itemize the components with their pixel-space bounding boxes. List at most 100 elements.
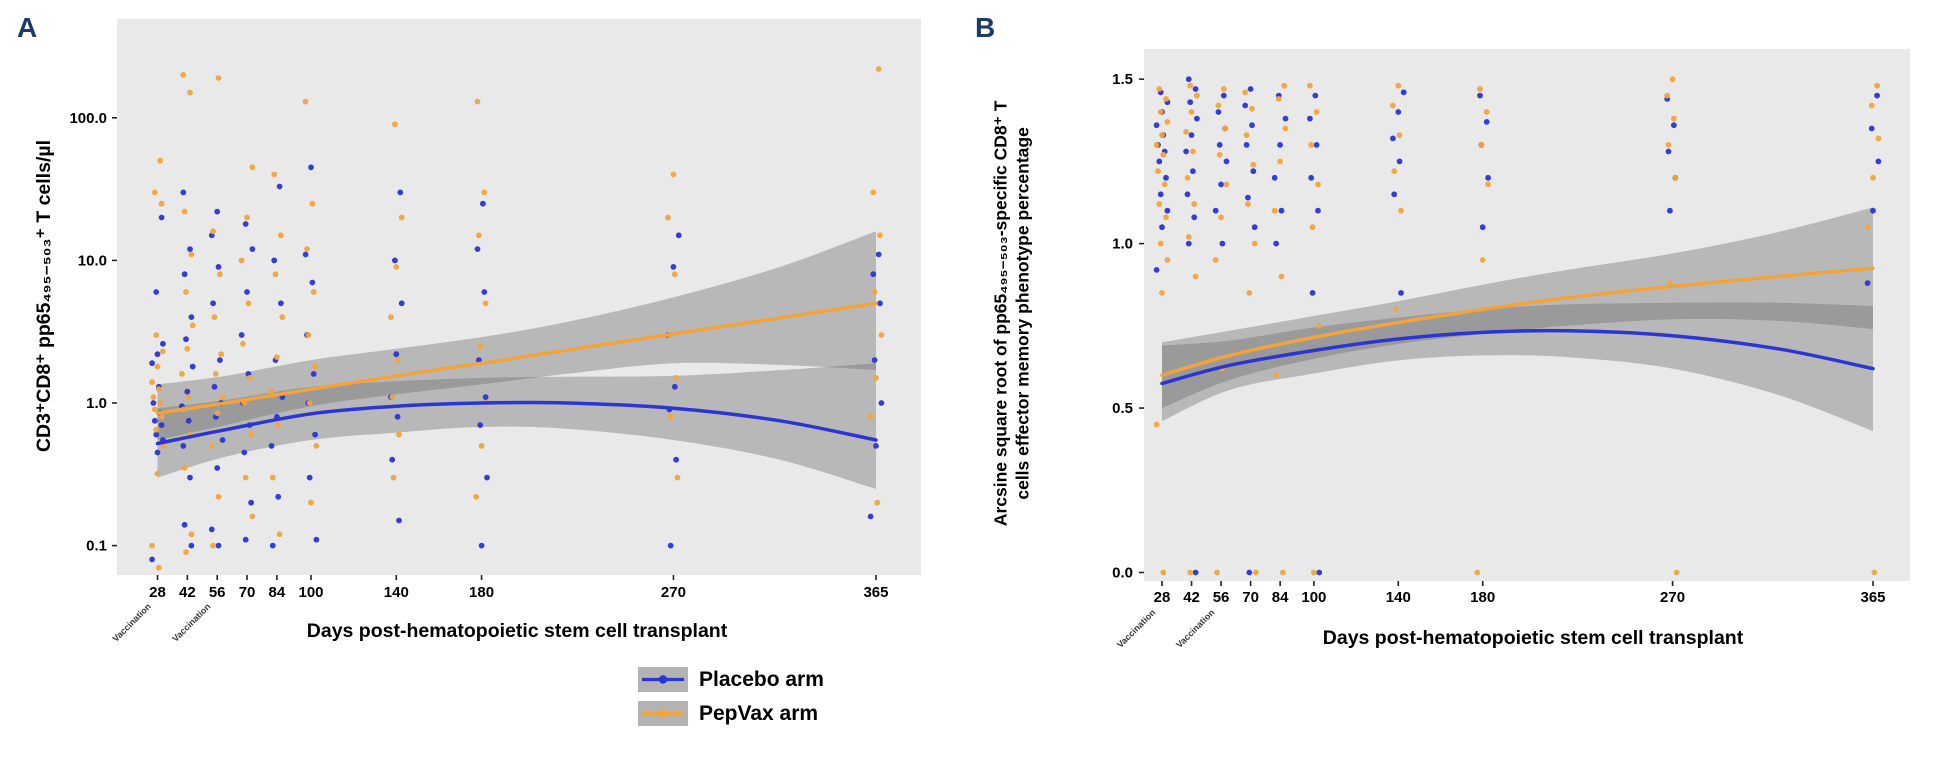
- placebo-point: [248, 499, 255, 506]
- placebo-point: [1874, 92, 1880, 99]
- placebo-point: [1391, 191, 1398, 198]
- placebo-point: [154, 351, 161, 358]
- pepvax-point: [1190, 148, 1196, 155]
- pepvax-point: [389, 394, 396, 400]
- pepvax-point: [184, 345, 191, 352]
- pepvax-point: [1282, 125, 1289, 132]
- placebo-point: [1157, 191, 1164, 198]
- placebo-point: [1483, 119, 1490, 125]
- pepvax-point: [154, 363, 161, 370]
- y-tick-label: 1.0: [86, 395, 107, 412]
- x-axis: 28 42 56 70 84 100 140 180 270 365: [149, 575, 888, 601]
- placebo-point: [271, 257, 278, 264]
- panel-a-y-axis-title: CD3⁺CD8⁺ pp65₄₉₅₋₅₀₃⁺ T cells/µl: [33, 139, 55, 453]
- pepvax-point: [278, 232, 284, 239]
- placebo-point: [1187, 99, 1194, 106]
- placebo-point: [1316, 569, 1323, 576]
- pepvax-point: [157, 400, 164, 406]
- x-axis: 28 42 56 70 84 100 140 180 270 365: [1154, 581, 1886, 606]
- placebo-point: [1309, 290, 1316, 296]
- pepvax-point: [1874, 82, 1880, 89]
- pepvax-point: [473, 493, 480, 500]
- placebo-point: [268, 443, 275, 449]
- placebo-point: [242, 536, 249, 543]
- pepvax-point: [1164, 257, 1171, 263]
- pepvax-point: [1220, 86, 1227, 92]
- pepvax-point: [1157, 109, 1164, 115]
- pepvax-point: [181, 465, 188, 471]
- pepvax-point: [244, 214, 250, 221]
- placebo-point: [1194, 115, 1200, 122]
- vaccination-marker: Vaccination: [110, 601, 152, 643]
- placebo-point: [478, 542, 485, 549]
- placebo-point: [1671, 122, 1677, 129]
- pepvax-point: [867, 413, 874, 420]
- pepvax-point: [189, 322, 196, 329]
- placebo-point: [1191, 214, 1198, 221]
- placebo-point: [1156, 158, 1163, 165]
- placebo-point: [1479, 224, 1486, 231]
- placebo-point: [241, 449, 248, 456]
- pepvax-point: [1214, 569, 1220, 576]
- pepvax-point: [1479, 257, 1486, 263]
- placebo-point: [211, 383, 218, 390]
- pepvax-point: [151, 406, 158, 413]
- x-tick-label: 84: [1272, 589, 1289, 606]
- placebo-point: [871, 357, 878, 363]
- placebo-point: [1390, 135, 1396, 142]
- pepvax-point: [481, 189, 488, 196]
- placebo-point: [1220, 92, 1227, 99]
- pepvax-point: [474, 98, 481, 105]
- pepvax-point: [1187, 569, 1194, 576]
- placebo-point: [1192, 569, 1199, 576]
- placebo-confidence-ribbon: [1162, 302, 1873, 432]
- pepvax-point: [210, 228, 217, 235]
- pepvax-point: [478, 443, 485, 449]
- pepvax-confidence-ribbon: [1162, 207, 1873, 409]
- placebo-point: [158, 422, 165, 428]
- x-tick-label: 270: [1660, 589, 1685, 606]
- pepvax-point: [1250, 161, 1257, 168]
- placebo-trend-line: [1160, 328, 1875, 386]
- pepvax-point: [151, 189, 158, 196]
- pepvax-point: [1398, 207, 1404, 214]
- placebo-point: [1250, 168, 1257, 175]
- pepvax-point: [149, 542, 156, 549]
- pepvax-line-symbol: [638, 701, 688, 726]
- pepvax-point: [1396, 132, 1403, 139]
- pepvax-point: [155, 564, 162, 571]
- pepvax-point: [310, 289, 317, 295]
- panel-A: 28 42 56 70 84 100 140 180 270 365 0.1 1.0 10.0 100.0…: [69, 19, 921, 644]
- placebo-point: [187, 246, 193, 253]
- x-tick-label: 70: [1242, 589, 1259, 606]
- pepvax-point: [218, 351, 225, 358]
- confidence-ribbons: [1162, 207, 1873, 432]
- x-tick-label: 180: [469, 584, 494, 601]
- x-tick-label: 140: [1386, 589, 1411, 606]
- pepvax-point: [1156, 86, 1163, 92]
- pepvax-point: [1307, 82, 1313, 89]
- pepvax-point: [873, 375, 879, 381]
- pepvax-point: [306, 400, 313, 406]
- placebo-point: [392, 257, 398, 264]
- pepvax-point: [1279, 569, 1286, 576]
- pepvax-point: [1159, 132, 1165, 139]
- placebo-line-symbol: [638, 667, 688, 692]
- pepvax-point: [154, 470, 161, 477]
- pepvax-point: [671, 271, 678, 278]
- placebo-point: [1243, 142, 1250, 148]
- placebo-point: [396, 517, 402, 524]
- pepvax-point: [1278, 273, 1285, 280]
- vaccination-marker: Vaccination: [1115, 607, 1157, 649]
- placebo-point: [877, 300, 883, 307]
- placebo-point: [1185, 240, 1192, 247]
- placebo-point: [215, 542, 222, 549]
- placebo-point: [189, 363, 196, 370]
- pepvax-point: [249, 164, 256, 171]
- x-tick-label: 365: [1860, 589, 1885, 606]
- x-tick-label: 100: [298, 584, 323, 601]
- placebo-point: [188, 314, 195, 320]
- pepvax-point: [215, 75, 222, 81]
- pepvax-point: [1246, 290, 1253, 296]
